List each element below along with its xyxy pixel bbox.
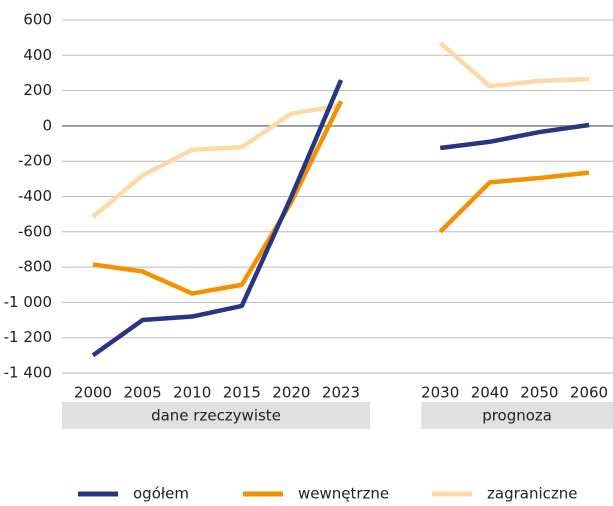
y-tick-label: -1 000	[4, 293, 52, 311]
y-tick-label: -800	[18, 258, 52, 276]
x-tick-label: 2050	[520, 384, 558, 402]
x-tick-label: 2030	[421, 384, 459, 402]
x-tick-label: 2040	[471, 384, 509, 402]
x-tick-label: 2010	[173, 384, 211, 402]
x-tick-label: 2020	[272, 384, 310, 402]
group-band	[421, 402, 613, 429]
legend-label: ogółem	[133, 485, 189, 503]
legend-label: zagraniczne	[487, 485, 577, 503]
x-tick-label: 2000	[74, 384, 112, 402]
y-tick-label: -400	[18, 187, 52, 205]
series-line	[92, 100, 590, 296]
y-tick-label: 400	[23, 46, 52, 64]
y-tick-label: 200	[23, 81, 52, 99]
group-band	[62, 402, 370, 429]
x-tick-label: 2023	[322, 384, 360, 402]
x-tick-label: 2060	[570, 384, 608, 402]
y-tick-label: 600	[23, 11, 52, 29]
y-tick-label: -1 200	[4, 328, 52, 346]
y-tick-label: -600	[18, 222, 52, 240]
group-label: dane rzeczywiste	[151, 407, 281, 425]
group-label: prognoza	[482, 407, 552, 425]
x-tick-label: 2005	[124, 384, 162, 402]
legend-label: wewnętrzne	[298, 485, 389, 503]
series-line	[91, 41, 590, 219]
y-tick-label: -200	[18, 152, 52, 170]
y-tick-label: 0	[42, 116, 52, 134]
y-tick-label: -1 400	[4, 364, 52, 382]
series-line	[91, 79, 590, 358]
x-tick-label: 2015	[223, 384, 261, 402]
